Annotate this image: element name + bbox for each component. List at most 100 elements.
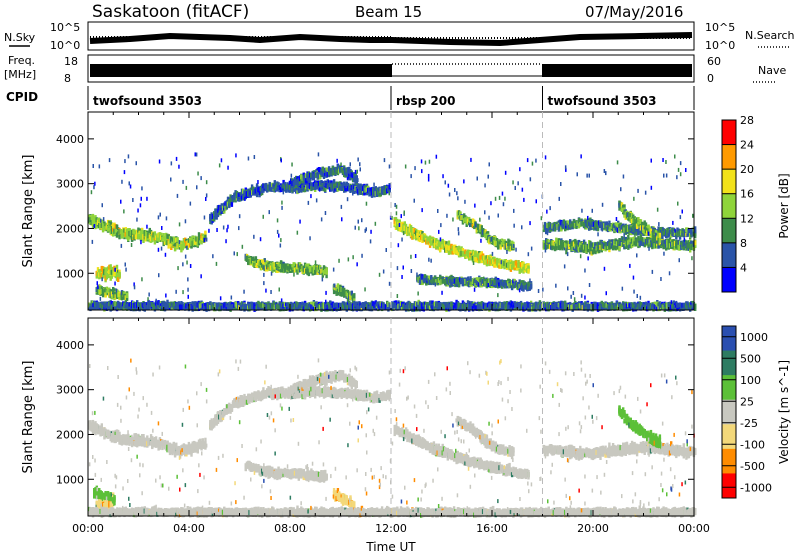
power-cell (380, 188, 384, 194)
power-cell (663, 229, 667, 235)
power-cell (522, 280, 525, 286)
power-cell (120, 233, 124, 239)
power-cell (242, 188, 245, 194)
power-cell (300, 183, 303, 189)
power-cell (353, 293, 356, 299)
power-cell (319, 181, 322, 187)
power-cell (476, 223, 480, 229)
power-cell (409, 232, 413, 238)
power-cell (480, 225, 483, 231)
power-cell (266, 264, 269, 270)
power-cell (329, 168, 332, 174)
power-cell (617, 222, 620, 228)
power-cell (189, 238, 192, 244)
power-cell (575, 246, 578, 252)
power-cell (173, 246, 177, 252)
power-cell (599, 241, 602, 247)
power-cell (629, 243, 632, 249)
power-cell (425, 279, 428, 285)
power-cell (117, 231, 120, 237)
power-cell (571, 246, 574, 251)
power-cell (255, 259, 259, 265)
power-cell (339, 287, 342, 293)
power-cell (259, 187, 263, 193)
power-cell (471, 218, 475, 224)
power-cell (558, 244, 562, 250)
freq-panel (87, 54, 695, 83)
power-cell (409, 227, 413, 233)
power-cell (114, 224, 117, 230)
power-cell (346, 167, 350, 173)
power-cell (399, 227, 403, 232)
power-cell (475, 227, 478, 233)
power-cell (334, 186, 337, 192)
power-cell (306, 174, 309, 179)
power-cell (93, 216, 96, 222)
power-cell (480, 280, 483, 286)
power-cell (421, 280, 424, 286)
power-cell (611, 241, 615, 247)
power-cell (332, 289, 336, 295)
power-cell (470, 254, 473, 260)
power-cell (452, 244, 456, 250)
freq-unit: [MHz] (4, 68, 36, 81)
power-cell (90, 216, 93, 222)
power-cell (266, 260, 269, 266)
power-cell (123, 294, 126, 300)
power-cell (300, 174, 303, 180)
power-cell (455, 278, 458, 284)
power-cell (556, 224, 559, 230)
power-cell (306, 186, 309, 192)
power-cell (319, 167, 322, 173)
power-cell (96, 289, 100, 295)
power-cell (464, 279, 467, 284)
power-cell (292, 185, 295, 191)
power-cell (593, 221, 596, 227)
power-cell (350, 172, 353, 178)
power-cell (474, 281, 477, 286)
power-cell (96, 271, 100, 277)
power-cell (503, 239, 506, 245)
power-cell (577, 243, 581, 249)
power-cell (153, 239, 157, 245)
power-cell (595, 245, 598, 251)
power-cell (623, 237, 626, 242)
power-cell (454, 244, 457, 250)
power-cell (615, 226, 619, 232)
power-cell (292, 265, 295, 270)
power-cell (500, 238, 504, 244)
power-cell (279, 260, 283, 266)
power-cell (486, 256, 490, 262)
power-cell (110, 225, 114, 231)
power-cell (484, 259, 487, 265)
power-cell (508, 283, 511, 289)
power-cell (622, 207, 625, 213)
power-cell (464, 254, 467, 259)
power-cell (430, 277, 433, 283)
power-cell (680, 241, 683, 247)
power-cell (427, 275, 430, 281)
nsky-label: N.Sky (4, 31, 36, 44)
power-cell (657, 226, 660, 232)
power-cell (605, 221, 608, 227)
power-cell (480, 277, 483, 283)
power-cell (571, 221, 574, 227)
power-cell (498, 258, 501, 264)
power-cell (229, 196, 232, 202)
power-cell (475, 223, 478, 229)
power-cell (461, 248, 465, 253)
power-cell (262, 259, 265, 265)
power-cell (123, 232, 126, 238)
power-cell (115, 264, 119, 270)
power-cell (340, 167, 343, 172)
power-cell (353, 185, 356, 191)
power-cell (581, 247, 584, 253)
power-cell (272, 262, 275, 268)
power-cell (617, 239, 620, 245)
power-cell (471, 255, 475, 261)
power-cell (470, 281, 473, 287)
power-cell (173, 243, 177, 249)
power-cell (465, 216, 468, 222)
power-cell (498, 279, 501, 285)
power-cell (130, 236, 134, 242)
